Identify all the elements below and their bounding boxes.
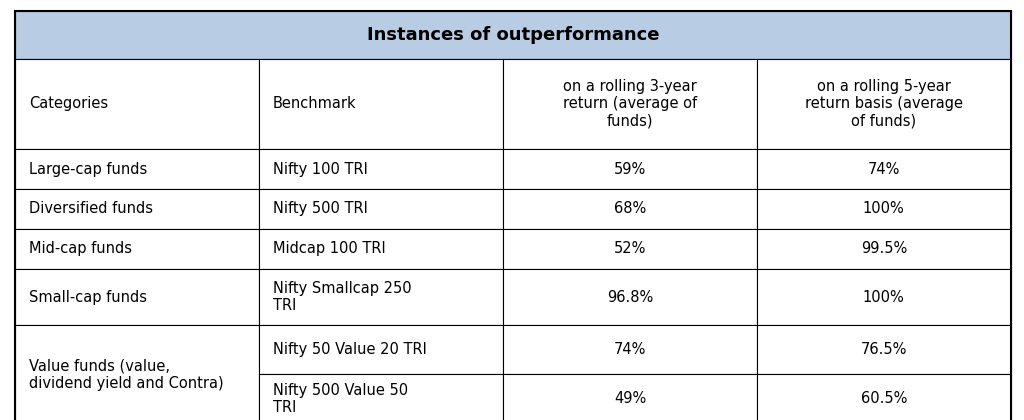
Text: Nifty 500 TRI: Nifty 500 TRI <box>272 202 368 216</box>
Text: 52%: 52% <box>613 241 646 256</box>
Text: Categories: Categories <box>29 97 108 111</box>
Text: Nifty 500 Value 50
TRI: Nifty 500 Value 50 TRI <box>272 383 408 415</box>
Bar <box>757 229 1011 269</box>
Bar <box>503 326 757 374</box>
Bar <box>15 189 259 229</box>
Text: 76.5%: 76.5% <box>860 342 907 357</box>
Bar <box>259 326 503 374</box>
Bar <box>15 229 259 269</box>
Text: Nifty Smallcap 250
TRI: Nifty Smallcap 250 TRI <box>272 281 412 313</box>
Text: Midcap 100 TRI: Midcap 100 TRI <box>272 241 385 256</box>
Text: Instances of outperformance: Instances of outperformance <box>367 26 659 44</box>
Bar <box>757 374 1011 420</box>
Bar <box>259 59 503 149</box>
Bar <box>259 374 503 420</box>
Text: Large-cap funds: Large-cap funds <box>29 162 146 176</box>
Bar <box>503 269 757 326</box>
Text: 49%: 49% <box>613 391 646 407</box>
Text: Mid-cap funds: Mid-cap funds <box>29 241 132 256</box>
Bar <box>259 269 503 326</box>
Bar <box>15 59 259 149</box>
Text: Diversified funds: Diversified funds <box>29 202 153 216</box>
Text: 99.5%: 99.5% <box>860 241 907 256</box>
Bar <box>757 189 1011 229</box>
Text: 74%: 74% <box>867 162 900 176</box>
Bar <box>503 189 757 229</box>
Bar <box>503 374 757 420</box>
Bar <box>503 229 757 269</box>
Text: Nifty 100 TRI: Nifty 100 TRI <box>272 162 368 176</box>
Text: Nifty 50 Value 20 TRI: Nifty 50 Value 20 TRI <box>272 342 426 357</box>
Bar <box>259 149 503 189</box>
Text: 68%: 68% <box>613 202 646 216</box>
Text: 100%: 100% <box>863 202 904 216</box>
Text: 59%: 59% <box>613 162 646 176</box>
Text: on a rolling 3-year
return (average of
funds): on a rolling 3-year return (average of f… <box>563 79 697 129</box>
Bar <box>503 59 757 149</box>
Bar <box>757 149 1011 189</box>
Text: on a rolling 5-year
return basis (average
of funds): on a rolling 5-year return basis (averag… <box>805 79 963 129</box>
Bar <box>15 149 259 189</box>
Text: Benchmark: Benchmark <box>272 97 356 111</box>
Text: Small-cap funds: Small-cap funds <box>29 290 146 304</box>
Bar <box>757 59 1011 149</box>
Text: 100%: 100% <box>863 290 904 304</box>
Bar <box>757 269 1011 326</box>
Text: 96.8%: 96.8% <box>607 290 653 304</box>
Bar <box>15 10 1011 59</box>
Text: 60.5%: 60.5% <box>860 391 907 407</box>
Text: Value funds (value,
dividend yield and Contra): Value funds (value, dividend yield and C… <box>29 359 223 391</box>
Bar <box>259 189 503 229</box>
Bar <box>15 326 259 420</box>
Bar <box>259 229 503 269</box>
Bar <box>15 269 259 326</box>
Bar <box>757 326 1011 374</box>
Bar <box>503 149 757 189</box>
Text: 74%: 74% <box>613 342 646 357</box>
